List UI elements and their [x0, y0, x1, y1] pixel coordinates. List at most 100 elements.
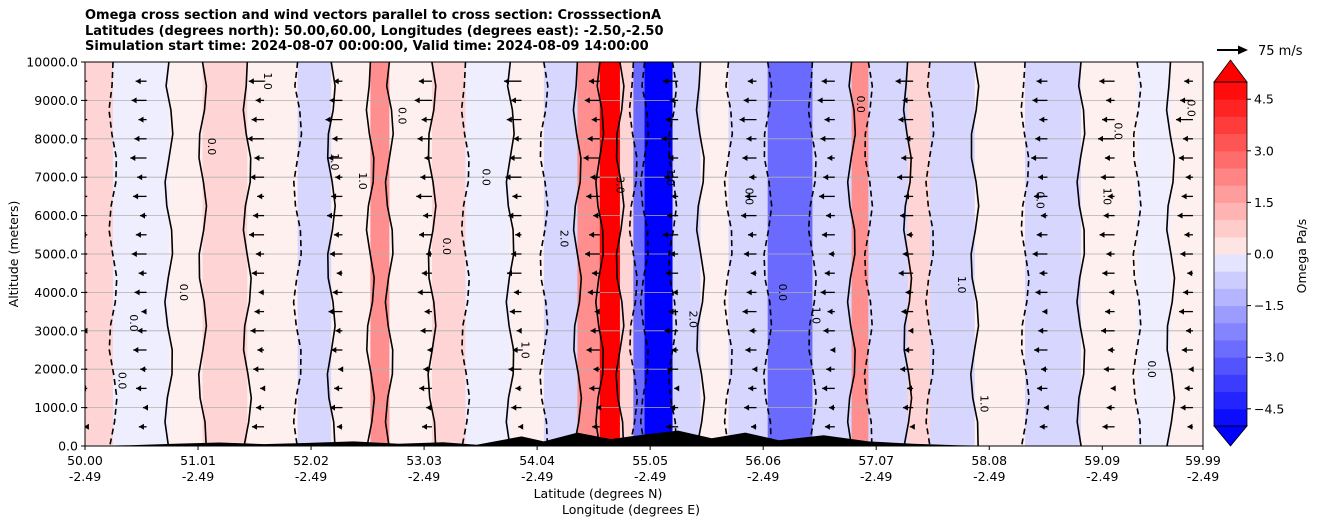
wind-vector-head: [336, 423, 342, 430]
wind-vector-head: [138, 270, 144, 277]
contour-label: 0.0: [440, 238, 453, 256]
contour-label: 1.0: [809, 307, 822, 325]
wind-vector-head: [1180, 97, 1186, 104]
wind-vector-head: [1183, 289, 1189, 296]
wind-vector-head: [1184, 231, 1190, 238]
wind-vector-head: [78, 347, 83, 353]
wind-vector-head: [750, 270, 756, 277]
colorbar-step: [1214, 254, 1247, 272]
wind-vector-head: [252, 423, 257, 430]
contour-line-negative: [292, 62, 303, 446]
wind-vector-head: [1099, 231, 1105, 238]
wind-vector-head: [331, 193, 337, 200]
reference-vector-label: 75 m/s: [1258, 44, 1303, 59]
contour-label: 1.0: [977, 395, 990, 413]
contour-label: 0.0: [1033, 191, 1046, 209]
contour-label: 1.0: [261, 72, 274, 90]
wind-vector-head: [247, 135, 253, 142]
wind-vector-head: [589, 231, 595, 238]
wind-vector-head: [133, 193, 139, 200]
wind-vector-head: [510, 97, 516, 104]
wind-vector-head: [414, 97, 420, 104]
wind-vector-head: [420, 174, 426, 181]
x-tick-label-lat: 56.06: [745, 453, 781, 468]
wind-vector-head: [1187, 423, 1193, 430]
contour-line-negative: [667, 62, 678, 446]
wind-vector-head: [744, 404, 750, 411]
contour-line-negative: [539, 62, 549, 446]
wind-vector-head: [338, 366, 344, 373]
contour-label: 0.0: [1112, 122, 1125, 140]
wind-vector-head: [897, 174, 903, 181]
wind-vector-head: [328, 308, 334, 315]
contour-label: 1.0: [328, 153, 341, 171]
contour-line-positive: [615, 62, 625, 446]
wind-vector-head: [1180, 404, 1186, 411]
x-tick-label-lon: -2.49: [973, 469, 1005, 484]
wind-vector-head: [1040, 212, 1046, 219]
wind-vector-head: [827, 155, 833, 161]
contour-label: 0.0: [1184, 99, 1197, 117]
wind-vector-head: [1100, 174, 1106, 181]
wind-vector-head: [1182, 135, 1188, 142]
wind-vector-head: [423, 212, 429, 219]
x-tick-label-lat: 50.00: [67, 453, 103, 468]
wind-vector-head: [143, 404, 148, 411]
wind-vector-head: [668, 308, 674, 315]
y-tick-label: 6000.0: [34, 208, 78, 223]
wind-vector-head: [902, 251, 908, 257]
contour-label: 2.0: [558, 230, 571, 248]
wind-vector-head: [257, 193, 263, 200]
wind-vector-head: [424, 308, 430, 315]
wind-vector-head: [253, 212, 259, 219]
colorbar-label: Omega Pa/s: [1294, 219, 1309, 294]
wind-vector-head: [85, 423, 89, 430]
wind-vector-head: [742, 155, 748, 161]
wind-vector-head: [671, 193, 677, 200]
contour-label: 0.0: [479, 168, 492, 186]
wind-vector-head: [506, 116, 512, 123]
wind-vector-head: [1033, 193, 1039, 200]
x-tick-label-lat: 53.03: [406, 453, 442, 468]
contour-label: 0.0: [127, 314, 140, 332]
x-tick-label-lon: -2.49: [69, 469, 101, 484]
wind-vector-head: [251, 116, 257, 123]
wind-vector-head: [823, 327, 829, 334]
colorbar-step: [1214, 82, 1247, 100]
wind-vector-head: [335, 327, 341, 334]
contour-label: 0.0: [116, 372, 129, 390]
wind-vector-head: [830, 347, 836, 353]
wind-vector-head: [70, 78, 75, 84]
wind-vector-head: [749, 327, 755, 334]
contour-line-positive: [197, 62, 208, 446]
wind-vector-head: [1176, 116, 1181, 123]
contour-lines: [108, 62, 1176, 446]
wind-vector-head: [670, 404, 676, 411]
wind-vector-head: [898, 116, 904, 123]
wind-vector-head: [512, 347, 518, 353]
contour-label: 0.0: [205, 138, 218, 156]
contour-label: 2.0: [686, 311, 699, 329]
wind-vector-head: [1185, 174, 1191, 181]
wind-vector-head: [508, 212, 514, 219]
wind-vector-head: [330, 404, 335, 411]
wind-vector-head: [1042, 308, 1048, 315]
wind-vector-head: [513, 135, 519, 142]
wind-vector-head: [325, 116, 331, 123]
wind-vector-head: [423, 366, 429, 373]
wind-vector-head: [1188, 366, 1194, 373]
wind-vector-head: [593, 366, 599, 373]
wind-vector-head: [131, 97, 137, 104]
wind-vector-head: [591, 116, 597, 123]
wind-vector-head: [664, 327, 670, 334]
wind-vector-head: [746, 289, 752, 296]
wind-vector-head: [666, 423, 671, 430]
wind-vector-head: [421, 270, 427, 277]
wind-vector-head: [904, 347, 910, 353]
contour-line-positive: [1165, 62, 1176, 446]
wind-vector-head: [1103, 366, 1109, 373]
wind-vector-head: [669, 251, 675, 257]
wind-vector-head: [505, 174, 511, 181]
wind-vector-head: [248, 78, 254, 85]
wind-vector-head: [907, 385, 912, 392]
